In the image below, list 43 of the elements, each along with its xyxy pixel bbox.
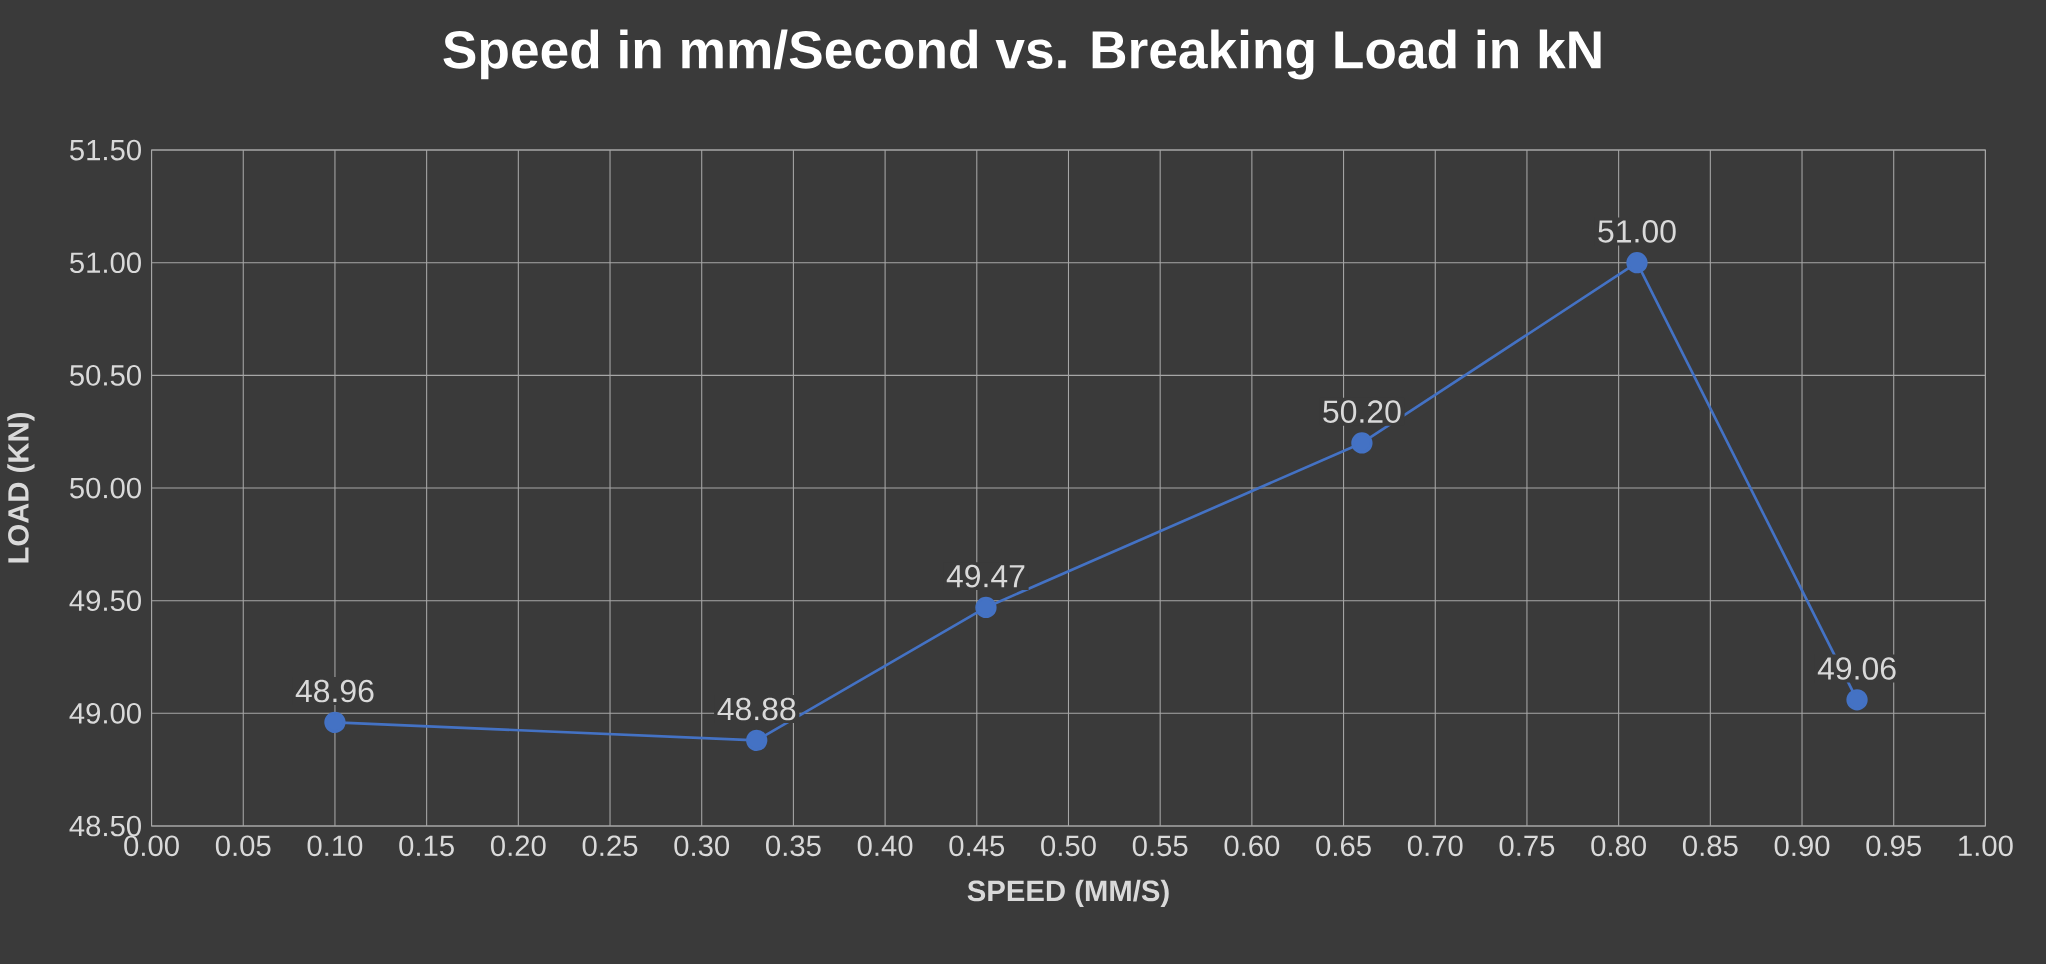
x-tick-label: 0.90 [1774, 835, 1830, 857]
y-tick-label: 51.50 [70, 139, 141, 161]
x-tick-label: 0.25 [582, 835, 638, 857]
data-label: 49.06 [1817, 657, 1896, 680]
data-label: 49.47 [946, 564, 1025, 588]
point [746, 729, 768, 752]
x-tick-label: 0.35 [766, 835, 821, 857]
x-tick-label: 0.05 [215, 835, 271, 857]
data-label: 50.20 [1323, 400, 1401, 423]
data-label: 48.88 [717, 697, 796, 721]
y-tick-label: 51.00 [70, 252, 141, 274]
point [324, 711, 346, 734]
point [1626, 252, 1648, 274]
x-tick-label: 0.70 [1407, 835, 1463, 857]
x-tick-label: 0.60 [1224, 835, 1280, 857]
y-tick-label: 50.50 [70, 365, 141, 386]
x-tick-label: 0.55 [1132, 835, 1188, 857]
x-tick-label: 0.15 [399, 835, 454, 857]
data-label: 51.00 [1598, 220, 1676, 243]
x-tick-label: 0.95 [1866, 835, 1921, 857]
x-tick-label: 0.80 [1591, 835, 1646, 857]
point [975, 596, 997, 619]
x-tick-label: 0.50 [1041, 835, 1096, 857]
x-tick-label: 0.10 [307, 835, 363, 857]
point [1351, 432, 1373, 454]
x-axis-title: SPEED (MM/S) [967, 879, 1169, 908]
y-axis-title: LOAD (KN) [7, 413, 35, 563]
x-tick-label: 0.65 [1316, 835, 1371, 857]
y-tick-label: 50.00 [70, 477, 141, 499]
y-tick-label: 48.50 [69, 815, 141, 837]
x-tick-label: 0.85 [1682, 835, 1738, 857]
x-tick-label: 0.40 [857, 835, 913, 857]
chart-title: Speed in mm/Second vs. Breaking Load in kN [443, 29, 1601, 80]
x-tick-label: 0.30 [674, 835, 730, 857]
x-tick-label: 0.20 [490, 835, 546, 857]
point [1846, 689, 1868, 711]
x-tick-label: 0.75 [1499, 835, 1555, 857]
x-tick-label: 0.00 [124, 835, 179, 857]
x-tick-label: 0.45 [949, 835, 1005, 857]
x-tick-label: 1.00 [1959, 835, 2013, 857]
y-tick-label: 49.50 [69, 590, 141, 612]
data-label: 48.96 [295, 679, 374, 703]
y-tick-label: 49.00 [69, 703, 141, 724]
